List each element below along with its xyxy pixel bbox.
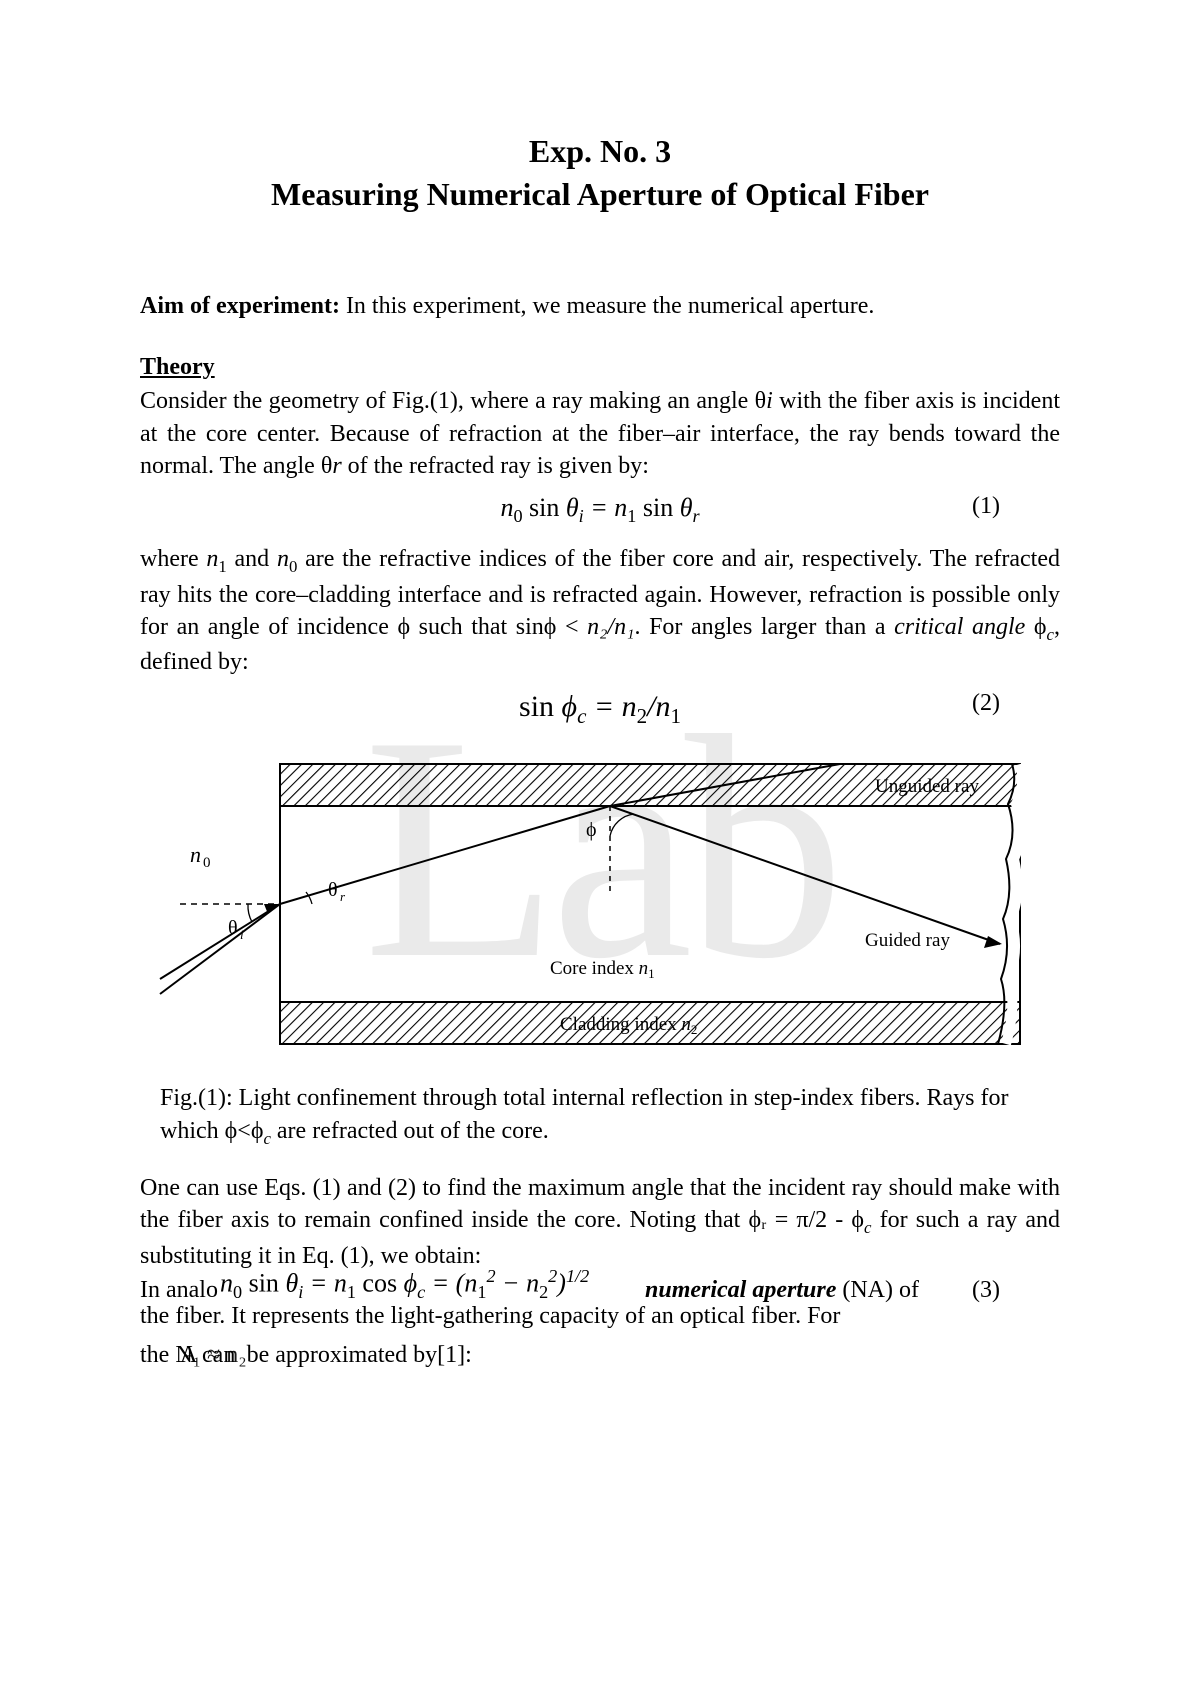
eq2-number: (2) [972, 687, 1000, 719]
equation-2: sin ϕc = n2/n1 (2) [140, 687, 1060, 730]
theta-r-symbol: r [332, 453, 341, 479]
exp-number: Exp. No. 3 [140, 130, 1060, 173]
fig-phi: ϕ [586, 819, 597, 841]
fig-unguided-label: Unguided ray [875, 776, 979, 797]
theory-para-4c: the NA can₁ ≈ n₂be approximated by[1]: [140, 1339, 1060, 1371]
fig-theta-r: θ [328, 879, 338, 901]
theta-i-symbol: i [766, 388, 773, 414]
eq1-body: n0 sin θi = n1 sin θr [500, 493, 699, 522]
figure-1: n 0 θ i θ r ϕ Unguided ray Guided ray Co… [140, 744, 1060, 1064]
aim-paragraph: Aim of experiment: In this experiment, w… [140, 290, 1060, 322]
aim-label: Aim of experiment: [140, 293, 340, 319]
svg-text:i: i [240, 927, 244, 942]
theory-heading: Theory [140, 351, 1060, 383]
figure-svg: n 0 θ i θ r ϕ Unguided ray Guided ray Co… [140, 744, 1060, 1064]
title-block: Exp. No. 3 Measuring Numerical Aperture … [140, 130, 1060, 216]
aim-text: In this experiment, we measure the numer… [340, 293, 874, 319]
eq3-overlap-row: n0 sin θi = n1 cos ϕc = (n12 − n22)1/2 I… [140, 1264, 1060, 1302]
eq2-body: sin ϕc = n2/n1 [519, 690, 681, 723]
fig-core-label: Core index n1 [550, 958, 655, 981]
eq3-body: n0 sin θi = n1 cos ϕc = (n12 − n22)1/2 [220, 1264, 589, 1304]
para4-start: In analo [140, 1274, 218, 1306]
page-content: Exp. No. 3 Measuring Numerical Aperture … [140, 130, 1060, 1371]
theory-para-1: Consider the geometry of Fig.(1), where … [140, 385, 1060, 482]
figure-caption: Fig.(1): Light confinement through total… [160, 1082, 1040, 1150]
svg-text:r: r [340, 889, 346, 904]
fig-cladding-label: Cladding index n2 [560, 1014, 697, 1037]
theory-para-2: where n1 and n0 are the refractive indic… [140, 543, 1060, 679]
equation-1: n0 sin θi = n1 sin θr (1) [140, 490, 1060, 529]
fig-theta-i: θ [228, 917, 238, 939]
eq1-number: (1) [972, 490, 1000, 522]
doc-title: Measuring Numerical Aperture of Optical … [140, 173, 1060, 216]
critical-angle-term: critical angle [894, 614, 1025, 640]
theory-para-4b: the fiber. It represents the light-gathe… [140, 1300, 1060, 1332]
fig-guided-label: Guided ray [865, 930, 950, 951]
svg-text:0: 0 [203, 855, 211, 871]
fig-n0-label: n [190, 842, 201, 867]
theory-para-3: One can use Eqs. (1) and (2) to find the… [140, 1172, 1060, 1272]
na-term: numerical aperture [645, 1277, 836, 1303]
